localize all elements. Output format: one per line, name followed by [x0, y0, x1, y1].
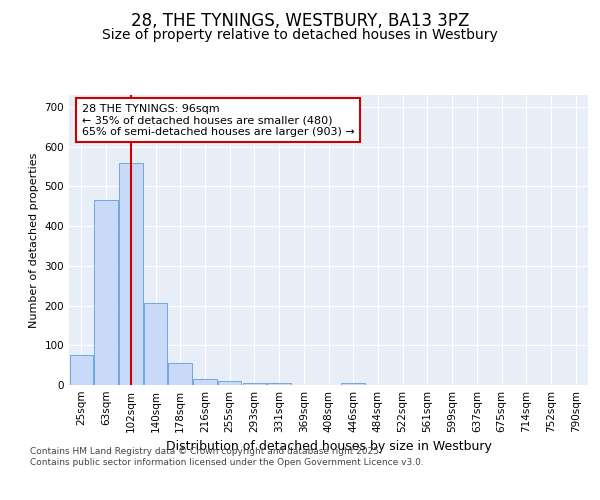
- X-axis label: Distribution of detached houses by size in Westbury: Distribution of detached houses by size …: [166, 440, 491, 454]
- Text: Size of property relative to detached houses in Westbury: Size of property relative to detached ho…: [102, 28, 498, 42]
- Bar: [94, 200, 118, 385]
- Bar: [169, 363, 192, 385]
- Bar: [144, 303, 167, 385]
- Bar: [193, 379, 217, 385]
- Bar: [341, 383, 365, 385]
- Text: 28 THE TYNINGS: 96sqm
← 35% of detached houses are smaller (480)
65% of semi-det: 28 THE TYNINGS: 96sqm ← 35% of detached …: [82, 104, 355, 137]
- Y-axis label: Number of detached properties: Number of detached properties: [29, 152, 39, 328]
- Bar: [242, 383, 266, 385]
- Text: Contains HM Land Registry data © Crown copyright and database right 2025.
Contai: Contains HM Land Registry data © Crown c…: [30, 448, 424, 467]
- Text: 28, THE TYNINGS, WESTBURY, BA13 3PZ: 28, THE TYNINGS, WESTBURY, BA13 3PZ: [131, 12, 469, 30]
- Bar: [70, 355, 93, 385]
- Bar: [218, 381, 241, 385]
- Bar: [268, 383, 291, 385]
- Bar: [119, 162, 143, 385]
